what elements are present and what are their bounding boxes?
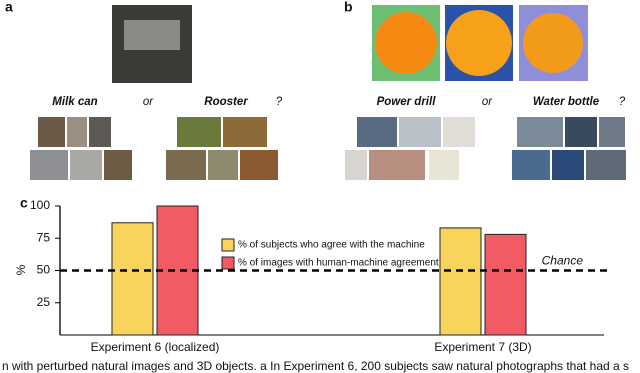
photo: [124, 20, 180, 50]
panel-label: c: [20, 195, 28, 211]
photo: [523, 13, 583, 73]
x-tick-label: Experiment 7 (3D): [434, 340, 531, 354]
caption: n with perturbed natural images and 3D o…: [2, 359, 629, 373]
option: Milk can: [52, 96, 97, 108]
chance-label: Chance: [542, 254, 584, 268]
or: or: [143, 96, 154, 108]
bar: [156, 205, 199, 336]
bar: [439, 227, 482, 336]
legend-label: % of images with human-machine agreement: [238, 258, 439, 269]
y-tick-label: 100: [30, 198, 50, 212]
legend-label: % of subjects who agree with the machine: [238, 240, 425, 251]
y-tick-label: 75: [37, 230, 51, 244]
or: or: [482, 96, 493, 108]
option: Water bottle: [533, 96, 600, 108]
option: Rooster: [204, 96, 248, 108]
option: Power drill: [377, 96, 437, 108]
x-tick-label: Experiment 6 (localized): [91, 340, 220, 354]
question: ?: [276, 96, 283, 108]
question: ?: [619, 96, 626, 108]
bar: [111, 222, 154, 336]
bar: [484, 233, 527, 336]
photo: [375, 12, 437, 74]
photo: [446, 10, 512, 76]
thumbnails: [30, 117, 626, 180]
legend-swatch: [221, 238, 235, 252]
y-tick-label: 50: [37, 263, 51, 277]
panel-label: b: [344, 0, 353, 15]
legend-swatch: [221, 256, 235, 270]
y-tick-label: 25: [37, 295, 51, 309]
panel-label: a: [5, 0, 13, 15]
y-axis-label: %: [14, 264, 28, 275]
